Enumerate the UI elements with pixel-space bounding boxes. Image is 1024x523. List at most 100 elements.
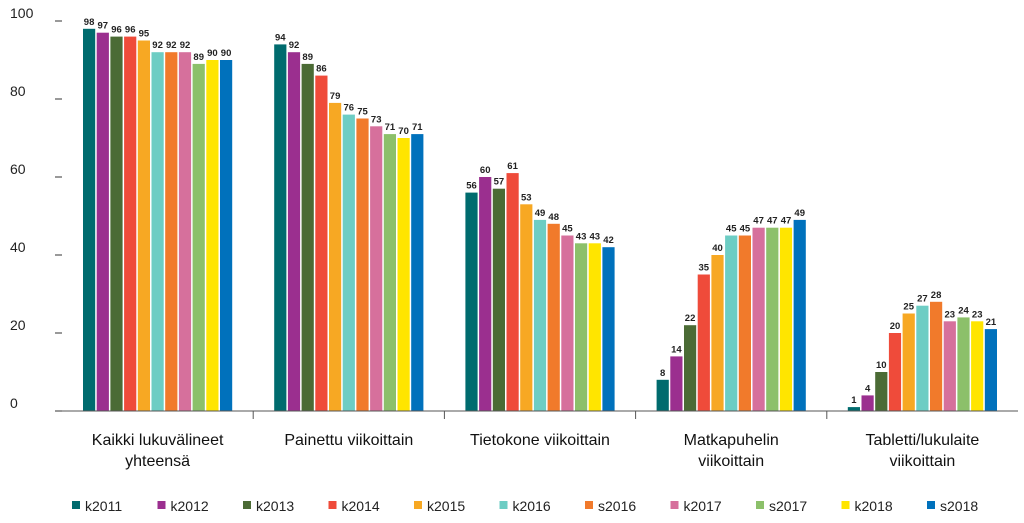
- legend-label-s2017: s2017: [769, 498, 807, 514]
- legend-label-k2015: k2015: [427, 498, 465, 514]
- bar-value-label: 76: [344, 103, 355, 114]
- bar-value-label: 96: [111, 25, 122, 36]
- legend-swatch-k2012: [157, 501, 166, 509]
- y-tick-label: 60: [10, 161, 26, 177]
- bar-k2015-2: [520, 204, 533, 411]
- bar-k2017-2: [561, 235, 574, 411]
- legend-label-k2012: k2012: [171, 498, 209, 514]
- legend-label-k2016: k2016: [513, 498, 551, 514]
- y-tick-label: 0: [10, 395, 18, 411]
- legend-swatch-s2017: [756, 501, 764, 509]
- bar-k2012-0: [96, 32, 109, 411]
- bar-value-label: 27: [917, 294, 928, 305]
- bar-k2011-0: [83, 28, 96, 412]
- bar-value-label: 35: [699, 263, 710, 274]
- bar-value-label: 45: [726, 224, 737, 235]
- bar-value-label: 49: [794, 208, 805, 219]
- legend-label-k2013: k2013: [256, 498, 294, 514]
- bar-k2013-2: [492, 188, 505, 411]
- bar-value-label: 92: [180, 40, 191, 51]
- category-label: Matkapuhelin: [684, 432, 779, 449]
- category-label: Painettu viikoittain: [284, 432, 413, 449]
- bar-s2017-2: [575, 243, 588, 411]
- legend-swatch-k2017: [670, 501, 679, 509]
- bar-k2018-0: [206, 60, 219, 411]
- bar-value-label: 4: [865, 383, 871, 394]
- bar-value-label: 92: [289, 40, 300, 51]
- y-axis: 0 20 40 60 80 100: [10, 5, 62, 412]
- legend-label-k2017: k2017: [684, 498, 722, 514]
- bar-value-label: 71: [412, 122, 423, 133]
- bar-k2013-4: [875, 372, 888, 411]
- bar-s2017-1: [383, 134, 396, 411]
- bar-k2015-1: [329, 102, 342, 412]
- bar-s2016-1: [356, 118, 369, 411]
- bar-k2018-4: [971, 321, 984, 411]
- bar-value-label: 43: [590, 231, 601, 242]
- x-axis: Kaikki lukuvälineet yhteensä Painettu viik…: [62, 410, 1018, 470]
- bar-value-label: 98: [84, 17, 95, 28]
- bar-k2014-2: [506, 173, 519, 411]
- bar-value-label: 22: [685, 313, 696, 324]
- bar-k2013-0: [110, 36, 123, 411]
- category-label: viikoittain: [698, 453, 764, 470]
- legend-swatch-k2014: [328, 501, 337, 509]
- bar-s2018-4: [984, 329, 997, 411]
- legend-label-k2018: k2018: [855, 498, 893, 514]
- bar-value-label: 45: [562, 224, 573, 235]
- legend-label-s2018: s2018: [940, 498, 978, 514]
- category-label: Tietokone viikoittain: [470, 432, 610, 449]
- bar-k2012-4: [861, 395, 874, 411]
- bar-value-label: 94: [275, 32, 286, 43]
- bar-value-label: 48: [548, 212, 559, 223]
- bar-k2017-1: [370, 126, 383, 412]
- bar-value-label: 8: [660, 368, 665, 379]
- legend-swatch-s2016: [585, 501, 593, 509]
- bar-k2011-1: [274, 44, 287, 412]
- bar-value-label: 53: [521, 192, 532, 203]
- bar-s2018-2: [602, 247, 615, 411]
- bar-k2014-4: [888, 333, 902, 411]
- bar-k2017-0: [178, 52, 192, 411]
- bar-s2018-1: [411, 134, 424, 411]
- legend-swatch-k2011: [72, 501, 80, 509]
- bar-value-label: 40: [712, 243, 723, 254]
- bar-value-label: 89: [302, 52, 313, 63]
- category-label: Kaikki lukuvälineet: [92, 432, 224, 449]
- bar-s2017-0: [192, 63, 205, 412]
- bar-value-label: 73: [371, 114, 382, 125]
- bar-value-label: 23: [972, 309, 983, 320]
- bar-value-label: 56: [466, 181, 477, 192]
- bar-k2016-3: [725, 235, 738, 411]
- legend: k2011 k2012 k2013 k2014 k2015 k2016 s2016 k2017…: [72, 498, 978, 514]
- legend-swatch-s2018: [927, 501, 935, 509]
- y-tick-label: 20: [10, 317, 26, 333]
- category-label: viikoittain: [889, 453, 955, 470]
- y-tick-label: 80: [10, 83, 26, 99]
- bar-value-label: 47: [781, 216, 792, 227]
- bar-k2017-4: [943, 321, 956, 411]
- bar-value-label: 47: [767, 216, 778, 227]
- bar-s2016-0: [165, 52, 178, 411]
- legend-swatch-k2015: [414, 501, 422, 509]
- bar-value-label: 14: [671, 344, 682, 355]
- bar-value-label: 24: [958, 305, 969, 316]
- bar-value-label: 92: [152, 40, 163, 51]
- bar-k2018-2: [588, 243, 601, 411]
- legend-swatch-k2018: [841, 501, 850, 509]
- bar-value-label: 79: [330, 91, 341, 102]
- bar-s2017-3: [766, 227, 779, 411]
- bar-value-label: 71: [385, 122, 396, 133]
- bar-k2016-4: [916, 305, 929, 411]
- bar-s2018-3: [793, 219, 806, 411]
- bar-s2016-4: [930, 301, 943, 411]
- bar-value-label: 21: [986, 317, 997, 328]
- bar-k2017-3: [752, 227, 765, 411]
- bar-value-label: 10: [876, 360, 887, 371]
- bar-value-label: 97: [98, 21, 109, 32]
- bar-k2012-1: [287, 52, 301, 411]
- bar-k2011-2: [465, 192, 478, 411]
- legend-swatch-k2016: [499, 501, 508, 509]
- bar-value-label: 90: [207, 48, 218, 59]
